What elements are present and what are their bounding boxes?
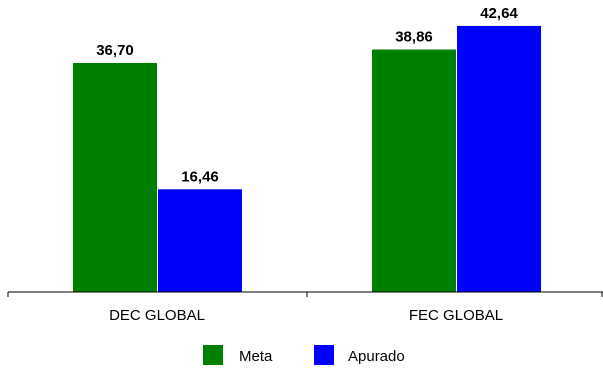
category-label-dec-global: DEC GLOBAL bbox=[109, 307, 205, 324]
value-label-meta-fec-global: 38,86 bbox=[395, 29, 433, 46]
legend-swatch-meta bbox=[203, 345, 223, 365]
value-labels-layer: 36,70 16,46 38,86 42,64 bbox=[96, 5, 518, 185]
bar-meta-fec-global bbox=[372, 49, 456, 293]
bar-apurado-fec-global bbox=[457, 25, 541, 293]
bar-apurado-dec-global bbox=[158, 189, 242, 292]
legend-swatch-apurado bbox=[314, 345, 334, 365]
x-axis-ticks: DEC GLOBAL FEC GLOBAL bbox=[7, 292, 603, 324]
legend-label-meta: Meta bbox=[239, 348, 273, 365]
category-label-fec-global: FEC GLOBAL bbox=[409, 307, 503, 324]
legend: Meta Apurado bbox=[203, 345, 405, 365]
legend-label-apurado: Apurado bbox=[348, 348, 405, 365]
value-label-meta-dec-global: 36,70 bbox=[96, 42, 134, 59]
bars-layer bbox=[73, 25, 541, 293]
value-label-apurado-dec-global: 16,46 bbox=[181, 168, 219, 185]
bar-meta-dec-global bbox=[73, 62, 157, 292]
value-label-apurado-fec-global: 42,64 bbox=[480, 5, 518, 22]
